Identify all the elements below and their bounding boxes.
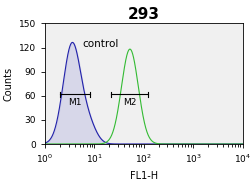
Title: 293: 293 bbox=[128, 7, 160, 22]
Text: control: control bbox=[82, 39, 118, 50]
Text: M1: M1 bbox=[68, 98, 82, 107]
X-axis label: FL1-H: FL1-H bbox=[130, 171, 158, 180]
Text: M2: M2 bbox=[123, 98, 136, 107]
Y-axis label: Counts: Counts bbox=[3, 67, 13, 101]
